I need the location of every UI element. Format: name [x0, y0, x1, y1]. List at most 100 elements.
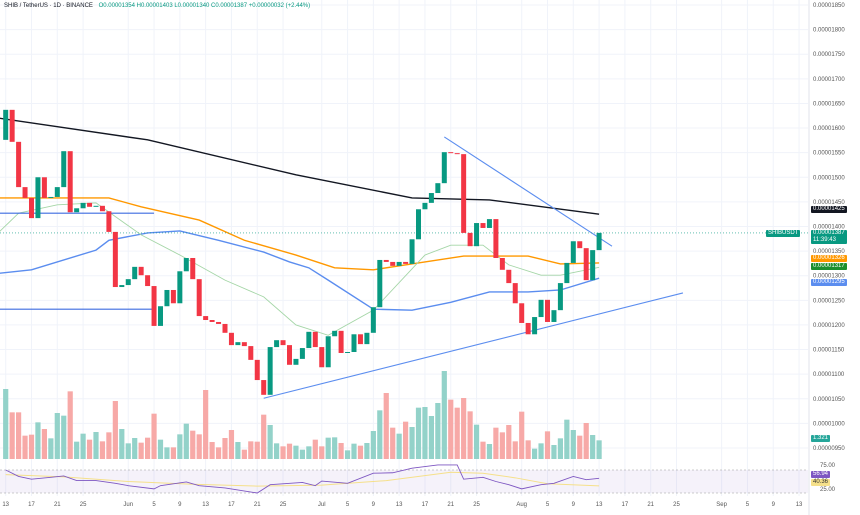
volume-bar: [119, 429, 125, 459]
candle: [332, 330, 338, 337]
candle: [93, 205, 99, 207]
volume-bar: [473, 424, 480, 459]
volume-bar: [145, 437, 151, 459]
volume-bar: [222, 438, 228, 459]
volume-bar: [293, 445, 299, 459]
time-tick-label: 17: [622, 502, 629, 508]
candle: [448, 152, 454, 154]
candle: [519, 303, 525, 323]
candle: [319, 347, 325, 368]
volume-bar: [74, 441, 80, 459]
candle: [138, 266, 144, 276]
candle: [132, 266, 138, 280]
symbol-tag: SHIBUSDT: [766, 230, 801, 237]
volume-bar: [564, 419, 570, 459]
symbol-title[interactable]: SHIB / TetherUS · 1D · BINANCE: [4, 3, 93, 9]
volume-bar: [248, 441, 254, 459]
volume-bar: [28, 434, 35, 459]
time-tick-label: Sep: [716, 502, 727, 508]
candle: [325, 336, 331, 368]
candle: [22, 187, 28, 198]
candle: [196, 279, 202, 317]
moving-average-line: [0, 230, 600, 311]
candle: [61, 151, 67, 188]
time-tick-label: 13: [596, 502, 603, 508]
time-tick-label: 9: [178, 502, 182, 508]
time-tick-label: 13: [2, 502, 9, 508]
volume-bar: [577, 435, 583, 459]
volume-bar: [499, 432, 505, 459]
candle: [532, 317, 538, 335]
price-tick-label: 0.00001000: [813, 421, 845, 427]
volume-bar: [370, 431, 376, 459]
time-tick-label: 5: [746, 502, 750, 508]
moving-average-line: [0, 197, 600, 271]
volume-bar: [9, 412, 15, 459]
candle: [16, 141, 22, 188]
candle: [216, 321, 222, 324]
volume-bar: [519, 411, 525, 459]
candle: [248, 346, 254, 360]
volume-tag: 1.321: [811, 435, 831, 442]
volume-bar: [454, 407, 460, 459]
volume-bar: [170, 447, 176, 459]
candle: [570, 241, 576, 263]
candle: [416, 209, 421, 240]
ma100-price-tag: 0.00001326: [811, 255, 847, 262]
volume-bar: [306, 446, 312, 459]
rsi-upper-label: 75.00: [820, 463, 836, 469]
candle: [538, 299, 544, 318]
volume-bar: [544, 431, 551, 459]
price-tick-label: 0.00001650: [813, 101, 845, 107]
candle: [241, 342, 247, 347]
volume-bar: [415, 407, 422, 459]
candle: [480, 223, 486, 228]
volume-bar: [325, 437, 331, 459]
candle: [461, 154, 467, 233]
price-tick-label: 0.00001450: [813, 200, 845, 206]
candle: [596, 232, 602, 251]
price-tick-label: 0.00001350: [813, 249, 845, 255]
candle: [170, 289, 176, 304]
time-tick-label: 9: [372, 502, 376, 508]
time-tick-label: 5: [346, 502, 350, 508]
candle: [209, 320, 215, 322]
candle: [3, 109, 9, 140]
candle: [306, 331, 312, 349]
volume-bar: [254, 441, 260, 459]
volume-bar: [132, 438, 138, 459]
volume-bar: [461, 398, 467, 459]
candle: [377, 259, 383, 308]
volume-bar: [590, 435, 596, 459]
price-tick-label: 0.00001700: [813, 77, 845, 83]
volume-bar: [125, 443, 131, 459]
candle: [235, 342, 241, 346]
candle: [545, 299, 550, 322]
volume-bar: [596, 440, 602, 459]
volume-bar: [409, 427, 415, 459]
price-tick-label: 0.00001100: [813, 372, 845, 378]
candle: [364, 332, 370, 345]
candle: [35, 177, 41, 219]
candle: [551, 310, 557, 322]
candle: [370, 307, 376, 333]
volume-bar: [67, 391, 73, 459]
candle: [87, 202, 93, 207]
candle: [67, 151, 73, 213]
candle: [403, 261, 409, 264]
candle: [338, 330, 344, 353]
candle: [506, 269, 512, 284]
candle: [274, 340, 280, 348]
volume-bar: [377, 410, 383, 459]
volume-bar: [319, 446, 325, 459]
candle: [54, 187, 60, 197]
time-tick-label: 13: [396, 502, 403, 508]
candle: [409, 239, 415, 264]
volume-bar: [267, 425, 273, 459]
price-tick-label: 0.00001800: [813, 28, 845, 34]
rsi-line: [5, 464, 600, 494]
candle: [590, 250, 596, 281]
volume-bar: [570, 430, 576, 459]
candle: [474, 223, 480, 247]
